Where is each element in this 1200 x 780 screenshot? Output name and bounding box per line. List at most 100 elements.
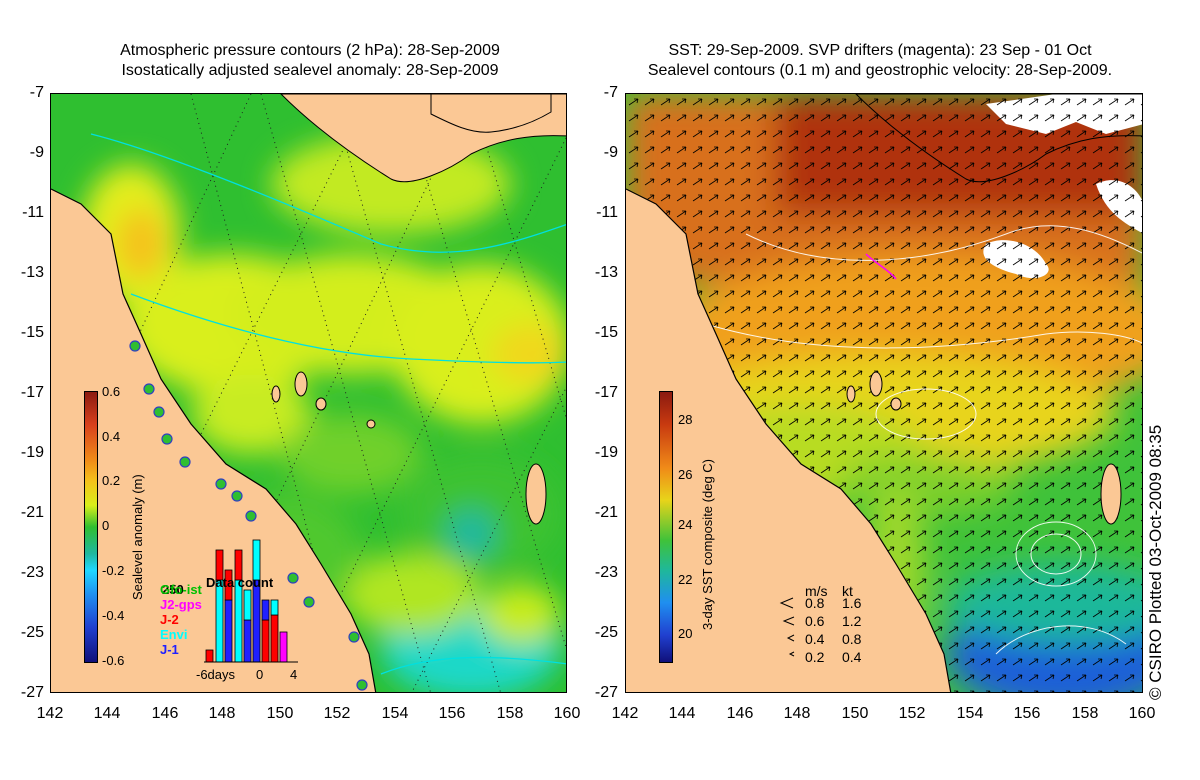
sst-tick: 20: [678, 626, 693, 641]
sealevel-tick: 0.2: [102, 473, 121, 488]
sst-tick: 24: [678, 517, 693, 532]
y-tick: -25: [594, 624, 618, 641]
ocean-field: [51, 94, 566, 692]
y-tick: -23: [20, 564, 44, 581]
new-guinea-coast: [855, 94, 1142, 183]
svp-drifter-tracks: [865, 253, 897, 280]
velocity-kt: 0.4: [842, 649, 862, 665]
left-title-line1: Atmospheric pressure contours (2 hPa): 2…: [120, 42, 500, 59]
legend-jason2-gps: J2-gps: [160, 597, 202, 612]
velocity-header-kt: kt: [842, 583, 853, 599]
sealevel-tick: -0.4: [102, 608, 125, 623]
velocity-ms: 0.2: [805, 649, 825, 665]
legend-jason1: J-1: [160, 642, 179, 657]
x-tick: 142: [611, 705, 639, 722]
y-tick: -9: [603, 144, 618, 161]
sealevel-colorbar-title: Sealevel anomaly (m): [130, 474, 145, 600]
y-tick: -7: [603, 84, 618, 101]
y-tick: -13: [20, 264, 44, 281]
x-tick: 144: [93, 705, 121, 722]
right-title-line2: Sealevel contours (0.1 m) and geostrophi…: [647, 62, 1113, 79]
sealevel-contours: [705, 225, 1142, 655]
histogram-xtick: -6days: [196, 667, 236, 682]
data-count-histogram: [204, 520, 298, 664]
y-tick: -7: [29, 84, 44, 101]
sealevel-tick: 0: [102, 518, 110, 533]
sealevel-tick: 0.4: [102, 429, 121, 444]
sealevel-colorbar: [84, 391, 98, 663]
y-tick: -13: [594, 264, 618, 281]
x-tick: 146: [726, 705, 754, 722]
left-map-title: Atmospheric pressure contours (2 hPa): 2…: [50, 41, 570, 81]
data-count-max-label: 250: [162, 582, 184, 597]
x-tick: 144: [668, 705, 696, 722]
y-tick: -11: [596, 204, 618, 221]
right-map-title: SST: 29-Sep-2009. SVP drifters (magenta)…: [610, 41, 1150, 81]
x-tick: 154: [956, 705, 984, 722]
y-tick: -11: [22, 204, 44, 221]
legend-envisat: Envi: [160, 627, 188, 642]
sst-tick: 28: [678, 412, 693, 427]
y-tick: -21: [20, 504, 44, 521]
x-tick: 158: [1071, 705, 1099, 722]
sst-tick: 26: [678, 467, 693, 482]
velocity-ms: 0.4: [805, 631, 825, 647]
y-tick: -19: [20, 444, 44, 461]
sst-tick: 22: [678, 572, 693, 587]
sealevel-tick: -0.6: [102, 653, 125, 668]
right-title-line1: SST: 29-Sep-2009. SVP drifters (magenta)…: [668, 42, 1092, 59]
y-tick: -27: [594, 684, 618, 701]
y-tick: -21: [594, 504, 618, 521]
y-tick: -15: [20, 324, 44, 341]
x-tick: 142: [36, 705, 64, 722]
tide-gauges: [129, 340, 368, 691]
x-tick: 148: [208, 705, 236, 722]
velocity-ms: 0.6: [805, 613, 825, 629]
velocity-kt: 0.8: [842, 631, 862, 647]
histogram-xtick: 0: [256, 667, 264, 682]
sealevel-anomaly-map: [50, 93, 567, 693]
x-tick: 152: [323, 705, 351, 722]
coastline: [51, 188, 377, 692]
y-tick: -23: [594, 564, 618, 581]
x-tick: 160: [1128, 705, 1156, 722]
x-tick: 146: [151, 705, 179, 722]
x-tick: 156: [438, 705, 466, 722]
x-tick: 160: [553, 705, 581, 722]
sst-field: [626, 94, 1142, 692]
x-tick: 156: [1013, 705, 1041, 722]
y-tick: -27: [20, 684, 44, 701]
sst-colorbar: [659, 391, 673, 663]
y-tick: -15: [594, 324, 618, 341]
left-title-line2: Isostatically adjusted sealevel anomaly:…: [121, 62, 499, 79]
y-tick: -25: [20, 624, 44, 641]
plot-credit: © CSIRO Plotted 03-Oct-2009 08:35: [1146, 424, 1165, 700]
pressure-contours: [90, 133, 566, 675]
velocity-legend-arrows: [779, 597, 795, 657]
y-tick: -17: [20, 384, 44, 401]
sealevel-tick: 0.6: [102, 384, 121, 399]
y-tick: -19: [594, 444, 618, 461]
x-tick: 148: [783, 705, 811, 722]
velocity-header-ms: m/s: [805, 583, 828, 599]
sst-colorbar-title: 3-day SST composite (deg C): [700, 459, 715, 630]
legend-jason2: J-2: [160, 612, 179, 627]
islands: [846, 371, 1122, 525]
x-tick: 150: [266, 705, 294, 722]
histogram-xtick: 4: [290, 667, 298, 682]
velocity-ms: 0.8: [805, 595, 825, 611]
sealevel-tick: -0.2: [102, 563, 125, 578]
islands: [271, 371, 547, 525]
y-tick: -9: [29, 144, 44, 161]
sst-map: [625, 93, 1143, 693]
x-tick: 150: [841, 705, 869, 722]
y-tick: -17: [594, 384, 618, 401]
x-tick: 154: [381, 705, 409, 722]
sst-plot: [626, 94, 1142, 692]
x-tick: 152: [898, 705, 926, 722]
x-tick: 158: [496, 705, 524, 722]
velocity-kt: 1.2: [842, 613, 862, 629]
legend-gfo: Gfo-ist: [160, 582, 202, 597]
coastline: [626, 188, 952, 692]
sealevel-anomaly-plot: [51, 94, 566, 692]
